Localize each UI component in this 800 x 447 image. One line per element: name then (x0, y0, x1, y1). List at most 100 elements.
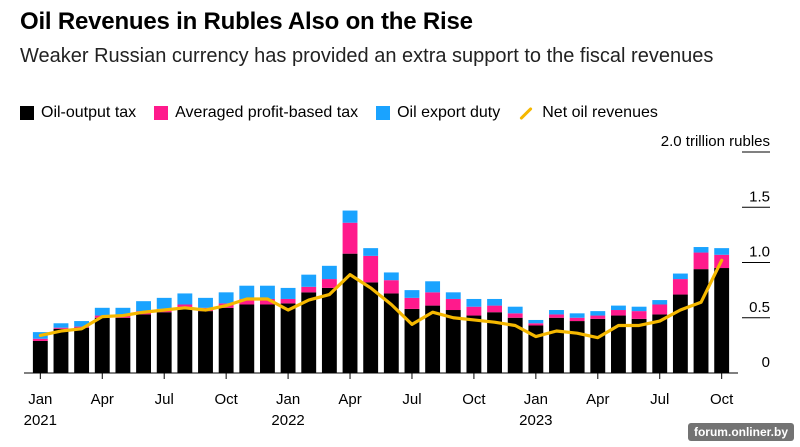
bar-oil-output-tax (652, 314, 668, 373)
bar-profit-tax (631, 311, 647, 319)
bar-profit-tax (280, 298, 296, 304)
bar-export-duty (301, 274, 317, 287)
legend-item-profit-tax: Averaged profit-based tax (154, 104, 358, 122)
bar-export-duty (528, 319, 544, 324)
x-tick-label-month: Jul (650, 391, 669, 408)
bar-export-duty (321, 265, 337, 280)
y-tick-label: 2.0 trillion rubles (661, 133, 770, 150)
y-tick-label: 0.5 (749, 299, 770, 316)
bar-oil-output-tax (198, 311, 213, 373)
bar-export-duty (218, 292, 234, 304)
legend-label-net-oil-revenues: Net oil revenues (542, 104, 658, 121)
x-tick-label-month: Jan (28, 391, 52, 408)
bar-profit-tax (53, 327, 69, 329)
x-tick-label-month: Jul (155, 391, 174, 408)
bar-oil-output-tax (487, 312, 502, 373)
bar-oil-output-tax (549, 317, 564, 373)
bar-export-duty (177, 293, 193, 305)
bar-export-duty (383, 272, 399, 281)
legend-label-profit-tax: Averaged profit-based tax (175, 104, 359, 121)
bar-oil-output-tax (466, 315, 482, 373)
bar-export-duty (487, 298, 502, 306)
bar-profit-tax (487, 305, 502, 313)
bar-profit-tax (32, 338, 48, 341)
bar-oil-output-tax (260, 304, 275, 373)
x-tick-label-month: Jan (524, 391, 548, 408)
bar-profit-tax (342, 222, 358, 254)
bar-oil-output-tax (218, 307, 234, 373)
x-tick-label-month: Apr (91, 391, 114, 408)
bar-export-duty (507, 306, 523, 314)
x-tick-label-month: Apr (586, 391, 609, 408)
bar-export-duty (611, 305, 626, 311)
bar-export-duty (198, 297, 213, 308)
legend-swatch-profit-tax (154, 106, 169, 120)
bar-export-duty (714, 248, 730, 255)
bar-export-duty (53, 323, 69, 328)
bar-export-duty (156, 297, 172, 309)
bar-oil-output-tax (714, 268, 730, 373)
x-tick-label-month: Oct (462, 391, 486, 408)
bar-profit-tax (445, 298, 461, 311)
bar-export-duty (404, 290, 420, 298)
bar-profit-tax (239, 298, 255, 305)
bar-oil-output-tax (693, 269, 709, 373)
bar-oil-output-tax (136, 314, 151, 373)
bar-oil-output-tax (425, 305, 441, 373)
legend-item-export-duty: Oil export duty (376, 104, 500, 122)
bar-export-duty (94, 307, 110, 316)
x-tick-label-year: 2021 (24, 412, 57, 429)
bar-oil-output-tax (301, 292, 317, 373)
bar-profit-tax (466, 306, 482, 316)
chart-subtitle: Weaker Russian currency has provided an … (20, 45, 714, 67)
x-tick-label-year: 2022 (271, 412, 304, 429)
bar-profit-tax (425, 292, 441, 306)
bar-export-duty (549, 310, 564, 315)
legend-label-export-duty: Oil export duty (397, 104, 501, 121)
bar-profit-tax (569, 317, 585, 322)
bar-export-duty (74, 321, 90, 327)
bar-profit-tax (260, 298, 275, 305)
bar-oil-output-tax (363, 282, 379, 373)
bar-oil-output-tax (74, 327, 90, 373)
bar-oil-output-tax (611, 315, 626, 373)
legend: Oil-output tax Averaged profit-based tax… (20, 104, 676, 122)
bar-oil-output-tax (177, 308, 193, 373)
bar-profit-tax (363, 255, 379, 283)
line-net-oil-revenues (38, 258, 724, 340)
bar-oil-output-tax (321, 287, 337, 373)
bar-export-duty (693, 247, 709, 253)
bar-export-duty (445, 292, 461, 299)
bar-export-duty (239, 285, 255, 299)
y-tick-label: 1.0 (749, 244, 770, 261)
y-tick-label: 0 (762, 354, 770, 371)
bar-profit-tax (383, 280, 399, 294)
bar-export-duty (590, 311, 606, 316)
bar-export-duty (280, 287, 296, 299)
bar-export-duty (136, 301, 151, 312)
bar-profit-tax (404, 297, 420, 309)
legend-swatch-export-duty (376, 106, 391, 120)
bar-profit-tax (590, 315, 606, 319)
bar-oil-output-tax (590, 318, 606, 373)
x-tick-label-month: Jan (276, 391, 300, 408)
bar-profit-tax (301, 286, 317, 293)
bar-oil-output-tax (383, 293, 399, 373)
bar-oil-output-tax (507, 317, 523, 373)
bar-oil-output-tax (156, 312, 172, 373)
bar-oil-output-tax (672, 294, 688, 373)
bar-profit-tax (672, 279, 688, 295)
bar-oil-output-tax (631, 318, 647, 373)
bar-oil-output-tax (569, 321, 585, 373)
bar-oil-output-tax (280, 303, 296, 373)
bar-export-duty (466, 298, 482, 307)
bar-oil-output-tax (239, 304, 255, 373)
bar-export-duty (569, 313, 585, 318)
bar-export-duty (672, 273, 688, 280)
legend-label-oil-output-tax: Oil-output tax (41, 104, 137, 121)
bar-oil-output-tax (53, 328, 69, 373)
bar-export-duty (425, 281, 441, 293)
bar-export-duty (342, 210, 358, 223)
bar-oil-output-tax (342, 253, 358, 373)
y-tick-label: 1.5 (749, 188, 770, 205)
